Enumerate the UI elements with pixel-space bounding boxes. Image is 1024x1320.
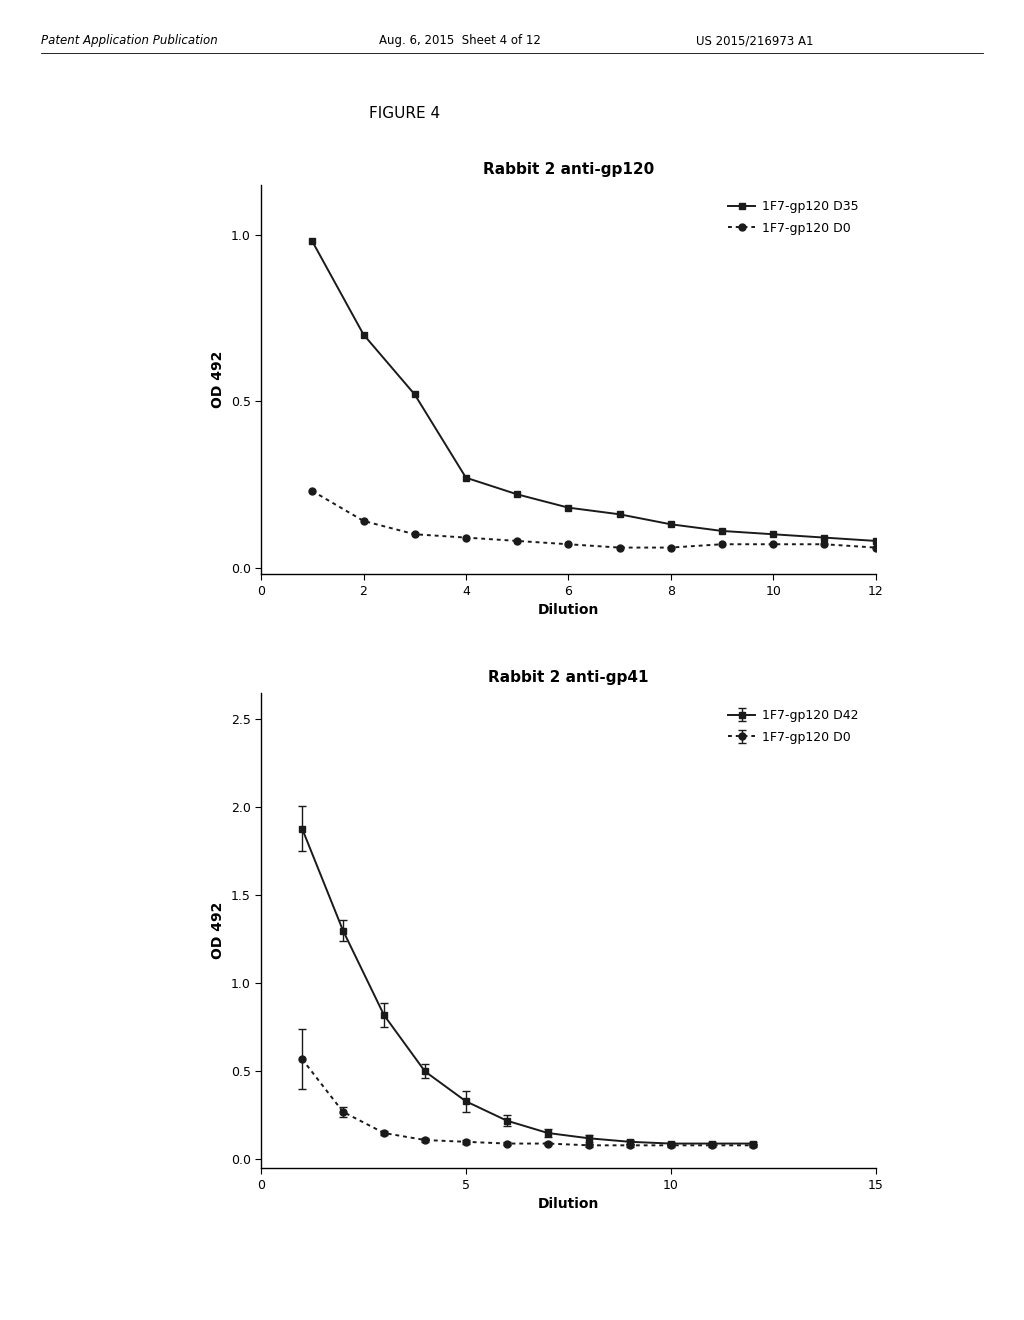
Line: 1F7-gp120 D0: 1F7-gp120 D0: [309, 487, 879, 550]
1F7-gp120 D35: [716, 523, 728, 539]
1F7-gp120 D35: [409, 387, 421, 403]
1F7-gp120 D35: [818, 529, 830, 545]
1F7-gp120 D35: [767, 527, 779, 543]
1F7-gp120 D0: [357, 513, 370, 529]
1F7-gp120 D35: [511, 486, 523, 502]
1F7-gp120 D0: [613, 540, 626, 556]
1F7-gp120 D0: [869, 540, 882, 556]
1F7-gp120 D0: [306, 483, 318, 499]
Text: Aug. 6, 2015  Sheet 4 of 12: Aug. 6, 2015 Sheet 4 of 12: [379, 34, 541, 48]
1F7-gp120 D0: [511, 533, 523, 549]
Line: 1F7-gp120 D35: 1F7-gp120 D35: [309, 238, 879, 544]
1F7-gp120 D35: [869, 533, 882, 549]
1F7-gp120 D0: [818, 536, 830, 552]
Text: FIGURE 4: FIGURE 4: [369, 106, 439, 120]
1F7-gp120 D35: [460, 470, 472, 486]
Y-axis label: OD 492: OD 492: [211, 902, 225, 960]
1F7-gp120 D0: [460, 529, 472, 545]
Text: Patent Application Publication: Patent Application Publication: [41, 34, 218, 48]
1F7-gp120 D0: [716, 536, 728, 552]
1F7-gp120 D0: [665, 540, 677, 556]
Text: US 2015/216973 A1: US 2015/216973 A1: [696, 34, 814, 48]
1F7-gp120 D35: [665, 516, 677, 532]
Legend: 1F7-gp120 D42, 1F7-gp120 D0: 1F7-gp120 D42, 1F7-gp120 D0: [723, 704, 863, 748]
Y-axis label: OD 492: OD 492: [211, 351, 225, 408]
Legend: 1F7-gp120 D35, 1F7-gp120 D0: 1F7-gp120 D35, 1F7-gp120 D0: [723, 195, 863, 240]
1F7-gp120 D0: [562, 536, 574, 552]
1F7-gp120 D35: [306, 234, 318, 249]
1F7-gp120 D35: [562, 500, 574, 516]
1F7-gp120 D35: [357, 326, 370, 342]
X-axis label: Dilution: Dilution: [538, 603, 599, 618]
1F7-gp120 D35: [613, 507, 626, 523]
1F7-gp120 D0: [767, 536, 779, 552]
Title: Rabbit 2 anti-gp41: Rabbit 2 anti-gp41: [488, 669, 648, 685]
1F7-gp120 D0: [409, 527, 421, 543]
Title: Rabbit 2 anti-gp120: Rabbit 2 anti-gp120: [482, 161, 654, 177]
X-axis label: Dilution: Dilution: [538, 1197, 599, 1212]
